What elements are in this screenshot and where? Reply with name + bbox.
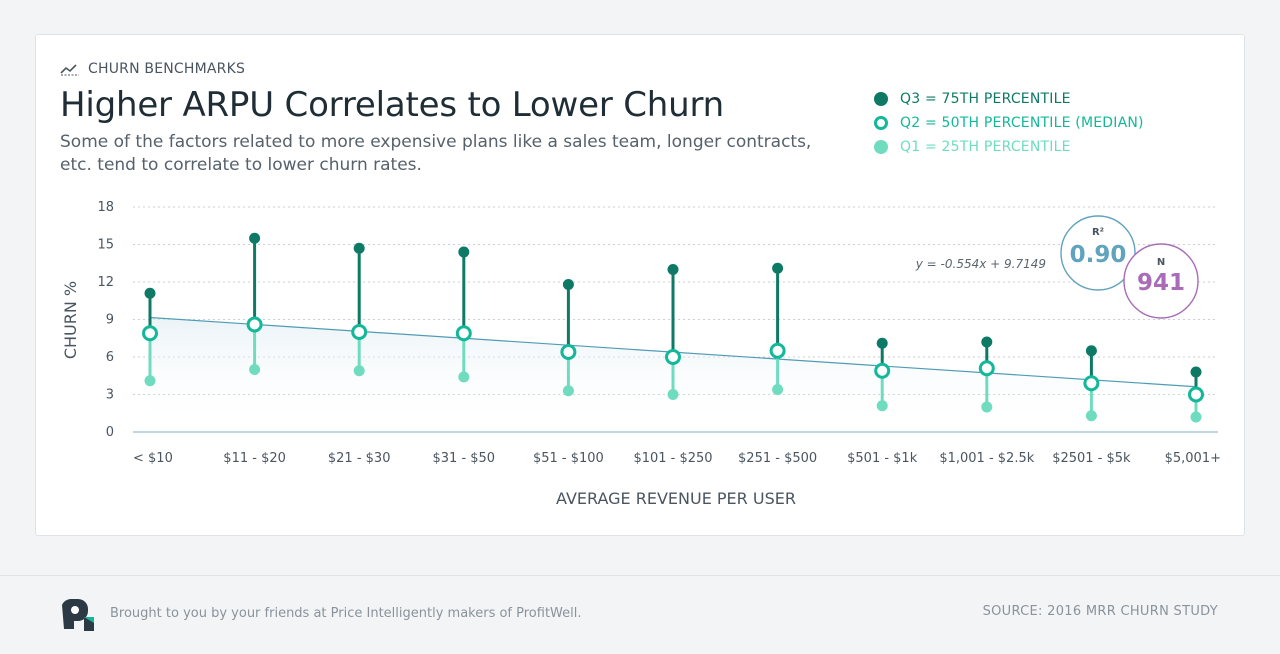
q2-point: [978, 360, 995, 377]
churn-chart: 0 3 6 9 12 15 18 < $10 $11 - $20 $21 - $30 $31 - $…: [61, 200, 1221, 508]
q1-point: [144, 375, 156, 387]
y-tick-label: 12: [97, 275, 114, 290]
legend-swatch-q1: [874, 140, 888, 154]
y-tick-label: 15: [97, 238, 114, 253]
y-tick-label: 9: [106, 313, 114, 328]
x-tick-label: $21 - $30: [328, 451, 391, 466]
q3-point: [458, 246, 470, 258]
q1-point: [667, 389, 679, 400]
q3-point: [772, 262, 784, 274]
q3-point: [667, 264, 679, 275]
q2-point: [351, 324, 368, 340]
legend-label-q2: Q2 = 50TH PERCENTILE (MEDIAN): [900, 115, 1144, 131]
n-bubble: [1123, 243, 1199, 319]
n-label: N: [1157, 257, 1165, 268]
q1-point: [458, 371, 470, 383]
y-tick-label: 6: [106, 350, 114, 365]
n-value: 941: [1137, 270, 1185, 296]
q3-point: [1190, 366, 1202, 378]
q1-point: [562, 385, 574, 397]
x-axis-title: AVERAGE REVENUE PER USER: [556, 489, 796, 508]
q2-point: [455, 325, 472, 342]
line-chart-icon: [60, 64, 79, 76]
x-tick-label: $5,001+: [1165, 451, 1221, 466]
x-tick-label: $51 - $100: [533, 451, 604, 466]
r2-value: 0.90: [1070, 242, 1127, 268]
q3-point: [144, 287, 156, 299]
legend-item-q2: Q2 = 50TH PERCENTILE (MEDIAN): [874, 111, 1144, 135]
q3-point: [981, 336, 993, 348]
q1-point: [249, 364, 261, 375]
y-tick-label: 0: [106, 425, 114, 440]
q1-point: [1190, 411, 1202, 423]
legend-swatch-q3: [874, 92, 888, 106]
q3-point: [562, 279, 574, 290]
q2-point: [142, 325, 158, 342]
chart-card: CHURN BENCHMARKS Higher ARPU Correlates …: [35, 34, 1245, 536]
q2-point: [1188, 386, 1204, 403]
x-tick-label: $101 - $250: [633, 451, 712, 466]
legend-label-q1: Q1 = 25TH PERCENTILE: [900, 139, 1071, 155]
legend-swatch-q2: [874, 116, 888, 130]
y-axis-title: CHURN %: [61, 281, 80, 359]
q2-point: [246, 316, 263, 333]
x-tick-label: $11 - $20: [223, 451, 286, 466]
legend-item-q1: Q1 = 25TH PERCENTILE: [874, 135, 1144, 159]
eyebrow-text: CHURN BENCHMARKS: [88, 61, 246, 77]
trendline-equation: y = -0.554x + 9.7149: [915, 257, 1046, 271]
page-title: Higher ARPU Correlates to Lower Churn: [60, 85, 725, 125]
x-tick-label: $2501 - $5k: [1052, 451, 1131, 466]
x-tick-label: $1,001 - $2.5k: [939, 451, 1034, 466]
x-tick-label: < $10: [133, 451, 173, 466]
subtitle: Some of the factors related to more expe…: [60, 132, 812, 175]
footer-credit: Brought to you by your friends at Price …: [110, 606, 582, 621]
q1-point: [1085, 410, 1097, 422]
q3-point: [353, 242, 365, 254]
legend: Q3 = 75TH PERCENTILE Q2 = 50TH PERCENTIL…: [874, 87, 1144, 159]
profitwell-logo-icon: [60, 598, 94, 635]
q1-point: [876, 400, 888, 412]
q3-point: [876, 337, 888, 349]
q2-point: [1083, 375, 1100, 392]
r2-label: R²: [1092, 227, 1104, 238]
q1-point: [772, 384, 784, 395]
footer-divider: [0, 575, 1280, 576]
x-tick-label: $31 - $50: [433, 451, 496, 466]
q1-point: [353, 365, 365, 377]
x-tick-label: $251 - $500: [738, 451, 817, 466]
q2-point: [874, 362, 891, 379]
q2-point: [560, 344, 577, 360]
q2-point: [665, 349, 681, 365]
y-tick-label: 18: [97, 200, 114, 215]
eyebrow: CHURN BENCHMARKS: [60, 61, 245, 77]
q3-point: [249, 232, 261, 244]
q3-point: [1085, 345, 1097, 357]
y-tick-label: 3: [106, 388, 114, 403]
x-tick-label: $501 - $1k: [847, 451, 918, 466]
q1-point: [981, 401, 993, 413]
legend-label-q3: Q3 = 75TH PERCENTILE: [900, 91, 1071, 107]
q2-point: [769, 342, 786, 359]
r2-bubble: [1060, 215, 1136, 291]
footer-source: SOURCE: 2016 MRR CHURN STUDY: [982, 604, 1218, 619]
legend-item-q3: Q3 = 75TH PERCENTILE: [874, 87, 1144, 111]
